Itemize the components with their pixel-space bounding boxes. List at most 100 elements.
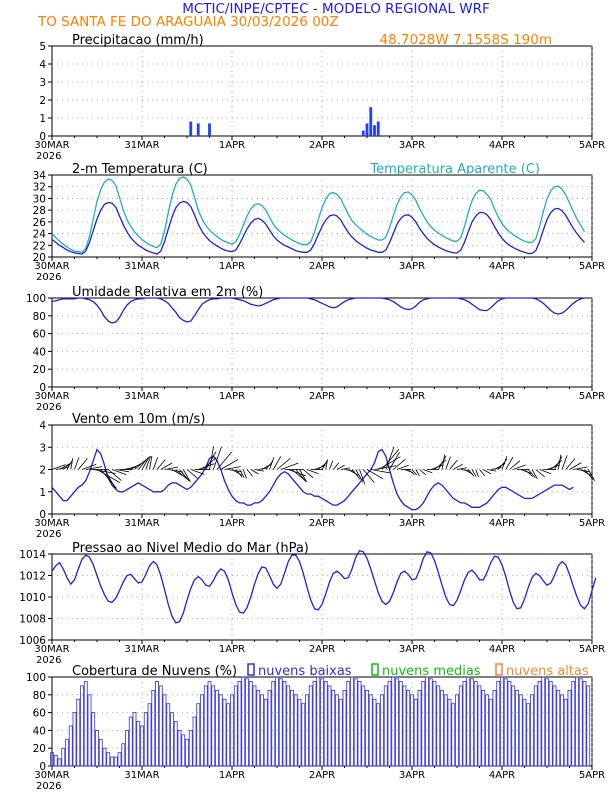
wind-arrow bbox=[104, 469, 116, 489]
cloud-bar-0 bbox=[357, 681, 362, 767]
cloud-bar-0 bbox=[353, 678, 358, 767]
cloud-bar-0 bbox=[578, 678, 583, 767]
wind-arrow bbox=[557, 454, 562, 470]
wind-arrow bbox=[456, 467, 468, 470]
x-tick-label: 30MAR bbox=[34, 770, 69, 781]
wind-arrow bbox=[396, 464, 409, 470]
temp-line bbox=[51, 200, 585, 255]
cloud-bar-0 bbox=[406, 689, 411, 767]
wind-arrow bbox=[445, 456, 451, 470]
y-tick-label: 20 bbox=[33, 743, 46, 755]
cloud-bar-0 bbox=[533, 685, 538, 767]
cloud-bar-0 bbox=[436, 685, 441, 767]
cloud-bar-0 bbox=[428, 678, 433, 767]
y-tick-label: 1008 bbox=[19, 614, 46, 626]
cloud-bar-0 bbox=[335, 694, 339, 767]
cloud-bar-0 bbox=[342, 689, 347, 767]
y-tick-label: 1 bbox=[39, 487, 46, 499]
y-tick-label: 20 bbox=[33, 364, 46, 376]
y-tick-label: 34 bbox=[33, 170, 47, 182]
wind-arrow bbox=[449, 459, 458, 470]
y-tick-label: 4 bbox=[39, 420, 46, 432]
x-tick-label: 4APR bbox=[489, 644, 515, 655]
cloud-bar-0 bbox=[458, 685, 463, 767]
x-tick-label: 30MAR bbox=[34, 140, 69, 151]
cloud-bar-0 bbox=[237, 681, 242, 767]
y-tick-label: 1012 bbox=[19, 571, 46, 583]
y-tick-label: 1010 bbox=[19, 592, 46, 604]
cloud-bar-0 bbox=[245, 678, 249, 767]
wind-arrow bbox=[565, 458, 576, 470]
wind-arrow bbox=[370, 469, 391, 474]
panel-title: Vento em 10m (m/s) bbox=[72, 412, 205, 427]
cloud-bar-0 bbox=[241, 676, 246, 767]
wind-arrow bbox=[355, 469, 364, 483]
cloud-bar-0 bbox=[83, 681, 88, 767]
wind-arrow bbox=[59, 463, 70, 470]
wind-arrow bbox=[475, 469, 479, 478]
wind-arrow bbox=[329, 460, 334, 470]
panel-rh: 0 20 40 60 80 100 30MAR 31MAR 1APR 2APR 3APR 4APR 5A… bbox=[26, 285, 605, 413]
legend-label: nuvens altas bbox=[506, 664, 589, 679]
panel-clouds: 0 20 40 60 80 100 30MAR 31MAR 1APR 2APR 3APR 4APR 5A… bbox=[26, 663, 605, 792]
wind-arrow bbox=[348, 469, 359, 476]
cloud-bar-0 bbox=[338, 698, 343, 767]
cloud-bar-0 bbox=[91, 712, 96, 767]
x-year-label: 2026 bbox=[36, 529, 61, 540]
x-year-label: 2026 bbox=[36, 655, 61, 666]
cloud-bar-0 bbox=[166, 703, 171, 767]
legend-label: nuvens baixas bbox=[258, 664, 352, 679]
wind-arrow bbox=[164, 466, 179, 470]
wind-arrow bbox=[332, 462, 340, 470]
x-tick-label: 31MAR bbox=[124, 261, 159, 272]
wind-arrow bbox=[156, 459, 166, 470]
x-tick-label: 3APR bbox=[399, 518, 425, 529]
cloud-bar-0 bbox=[102, 747, 107, 767]
cloud-bar-0 bbox=[113, 756, 118, 767]
wind-arrow bbox=[336, 464, 345, 470]
y-tick-label: 40 bbox=[33, 346, 46, 358]
wind-arrow bbox=[168, 469, 184, 473]
cloud-bar-0 bbox=[522, 698, 527, 767]
precip-bar bbox=[361, 130, 365, 136]
wind-speed-line bbox=[51, 448, 574, 511]
cloud-bar-0 bbox=[462, 681, 467, 767]
cloud-bar-0 bbox=[350, 676, 354, 767]
cloud-bar-0 bbox=[50, 752, 54, 767]
wind-arrow bbox=[483, 469, 492, 475]
wind-arrow bbox=[81, 463, 97, 470]
wind-arrow bbox=[228, 469, 242, 473]
cloud-bar-0 bbox=[188, 730, 193, 767]
y-tick-label: 5 bbox=[39, 41, 46, 53]
cloud-bar-0 bbox=[503, 678, 508, 767]
cloud-bar-0 bbox=[121, 743, 126, 767]
precip-bar bbox=[373, 125, 376, 136]
y-tick-label: 60 bbox=[33, 708, 46, 720]
wind-arrow bbox=[569, 462, 582, 470]
x-tick-label: 30MAR bbox=[34, 391, 69, 402]
wind-arrow bbox=[141, 456, 150, 470]
wind-arrow bbox=[453, 463, 463, 470]
cloud-bar-0 bbox=[440, 689, 444, 767]
y-tick-label: 1014 bbox=[19, 549, 46, 561]
cloud-bar-0 bbox=[200, 694, 204, 767]
cloud-bar-0 bbox=[267, 689, 272, 767]
wind-arrow bbox=[531, 469, 538, 480]
wind-arrow bbox=[573, 466, 588, 470]
panel-pressure: 1006 1008 1010 1012 1014 30MAR 31MAR 1APR 2APR 3A… bbox=[19, 541, 605, 666]
wind-arrow bbox=[306, 469, 319, 475]
x-tick-label: 2APR bbox=[309, 140, 335, 151]
cloud-bar-0 bbox=[132, 712, 137, 767]
x-tick-label: 3APR bbox=[399, 770, 425, 781]
cloud-bar-0 bbox=[222, 698, 227, 767]
y-tick-label: 1006 bbox=[19, 635, 46, 647]
y-tick-label: 60 bbox=[33, 329, 46, 341]
cloud-bar-0 bbox=[252, 685, 257, 767]
x-tick-label: 2APR bbox=[309, 518, 335, 529]
wind-arrow bbox=[584, 469, 594, 480]
wind-arrow bbox=[381, 449, 400, 470]
y-tick-label: 4 bbox=[39, 59, 46, 71]
cloud-bar-0 bbox=[185, 738, 189, 767]
wind-arrow bbox=[160, 462, 173, 470]
wind-arrow bbox=[385, 446, 395, 470]
